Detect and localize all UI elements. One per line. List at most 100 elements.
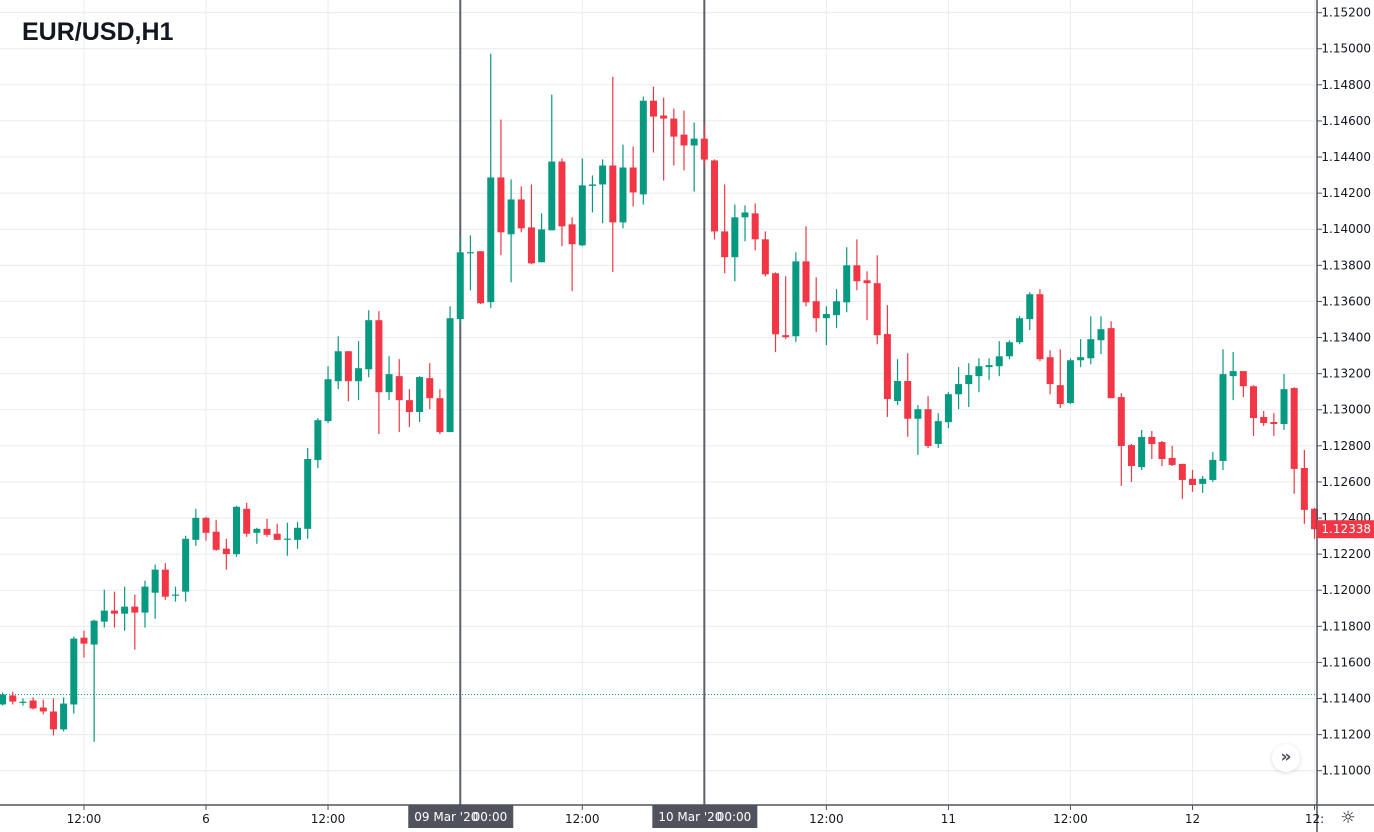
candle-body — [812, 301, 820, 319]
candle-up — [192, 508, 200, 546]
candle-down — [609, 76, 617, 273]
price-axis[interactable]: 1.15200 1.15000 1.14800 1.14600 1.14400 1.142… — [1316, 0, 1371, 832]
scroll-to-realtime-button[interactable]: » — [1272, 744, 1300, 772]
price-tick-label: 1.13800 — [1321, 258, 1371, 272]
candle-body — [243, 508, 251, 534]
candle-down — [110, 591, 118, 628]
candle-up — [944, 392, 952, 429]
price-tick-label: 1.11400 — [1321, 692, 1371, 706]
candle-down — [853, 239, 861, 291]
candle-body — [1290, 388, 1298, 469]
time-tick-label: 12:00 — [809, 812, 844, 826]
candle-body — [1188, 478, 1196, 485]
candle-body — [527, 227, 535, 264]
candle-down — [802, 226, 810, 307]
candle-up — [1097, 316, 1105, 355]
candle-body — [1219, 374, 1227, 461]
candle-up — [294, 521, 302, 549]
candle-down — [1046, 350, 1054, 395]
candle-down — [395, 359, 403, 433]
candle-body — [680, 134, 688, 146]
candle-body — [70, 638, 78, 705]
candle-up — [1066, 358, 1074, 405]
date-marker-date: 10 Mar '20 — [658, 810, 722, 824]
chart-settings-button[interactable]: ☼ — [1338, 808, 1358, 828]
candle-down — [436, 389, 444, 435]
time-tick-label: 12 — [1185, 812, 1200, 826]
candle-down — [1148, 431, 1156, 459]
candle-body — [609, 165, 617, 223]
candle-down — [375, 311, 383, 435]
candle-body — [955, 384, 963, 395]
candle-body — [883, 334, 891, 400]
price-tick-label: 1.14200 — [1321, 186, 1371, 200]
candle-body — [772, 273, 780, 335]
time-tick-label: 12:00 — [311, 812, 346, 826]
candle-body — [1158, 442, 1166, 459]
candle-up — [894, 359, 902, 406]
price-tick-label: 1.14600 — [1321, 114, 1371, 128]
candle-down — [477, 251, 485, 305]
candle-up — [731, 204, 739, 282]
candle-down — [904, 353, 912, 437]
candle-down — [1260, 410, 1268, 426]
candle-up — [314, 418, 322, 469]
candle-body — [873, 283, 881, 336]
time-axis[interactable]: 12:00 6 12:00 12:00 12:00 11 12:00 12 12: 09 Mar … — [0, 804, 1374, 828]
candle-body — [558, 161, 566, 227]
candle-down — [9, 691, 17, 705]
candle-body — [0, 694, 7, 705]
candle-down — [273, 523, 281, 540]
candle-up — [182, 535, 190, 602]
candle-up — [121, 586, 129, 631]
candle-body — [1036, 294, 1044, 360]
candle-body — [1127, 445, 1135, 467]
candle-body — [192, 517, 200, 540]
candle-body — [1087, 339, 1095, 359]
candle-body — [1097, 329, 1105, 341]
candle-up — [955, 367, 963, 410]
candle-up — [975, 358, 983, 393]
candle-down — [131, 594, 139, 650]
candle-body — [365, 320, 373, 370]
candle-up — [741, 205, 749, 242]
candle-body — [538, 229, 546, 263]
candle-body — [253, 528, 261, 533]
candle-down — [426, 363, 434, 410]
candle-up — [70, 636, 78, 714]
candle-down — [812, 277, 820, 333]
candle-body — [649, 100, 657, 117]
candle-body — [141, 586, 149, 613]
candle-down — [1158, 440, 1166, 467]
candle-up — [934, 413, 942, 448]
candle-down — [863, 271, 871, 321]
candle-down — [558, 158, 566, 247]
candle-up — [233, 505, 241, 557]
date-marker-label-bg — [652, 805, 758, 828]
price-tick-label: 1.14400 — [1321, 150, 1371, 164]
date-marker-date: 09 Mar '20 — [414, 810, 478, 824]
candle-down — [80, 630, 88, 658]
candle-body — [975, 366, 983, 377]
candle-body — [934, 421, 942, 445]
candle-body — [1148, 436, 1156, 445]
candle-body — [283, 538, 291, 540]
candle-up — [588, 175, 596, 213]
candle-up — [416, 376, 424, 422]
candle-body — [1239, 371, 1247, 387]
candle-down — [883, 305, 891, 417]
candle-body — [1016, 318, 1024, 343]
candle-body — [568, 224, 576, 245]
candle-up — [507, 179, 515, 283]
price-tick-label: 1.12600 — [1321, 475, 1371, 489]
candle-down — [161, 563, 169, 600]
candle-body — [700, 138, 708, 160]
candle-up — [548, 94, 556, 231]
candle-body — [233, 506, 241, 555]
candle-body — [863, 280, 871, 284]
candle-body — [1026, 294, 1034, 320]
candle-up — [253, 527, 261, 544]
candle-body — [477, 251, 485, 304]
price-tick-label: 1.12200 — [1321, 547, 1371, 561]
